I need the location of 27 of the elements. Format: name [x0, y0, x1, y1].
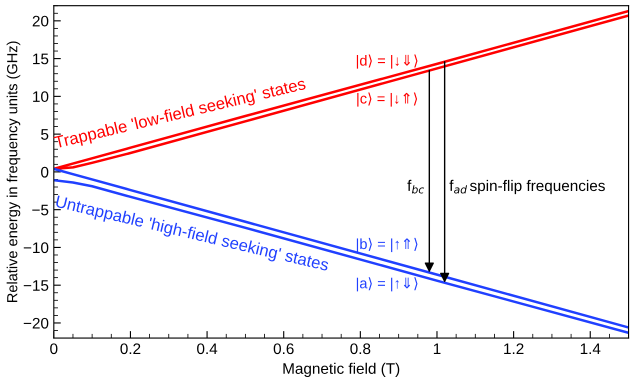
- y-tick-label: 10: [33, 91, 48, 102]
- annotation: spin-flip frequencies: [470, 180, 605, 194]
- y-axis-title: Relative energy in frequency units (GHz): [6, 41, 20, 302]
- series-label: |a⟩ = |↑⇓⟩: [356, 277, 418, 292]
- annotation: f$_{ad}$: [449, 180, 468, 194]
- y-tick-label: 15: [33, 54, 48, 64]
- annotation: f$_{bc}$: [407, 180, 424, 194]
- series-label: |b⟩ = |↑⇑⟩: [356, 238, 418, 252]
- x-tick-label: 1.2: [504, 343, 524, 354]
- x-tick-label: 1: [434, 343, 440, 354]
- y-tick-label: −15: [24, 280, 48, 291]
- y-tick-label: −20: [24, 318, 48, 329]
- series-label: |d⟩ = |↓⇓⟩: [356, 54, 418, 69]
- y-tick-label: −10: [24, 242, 48, 254]
- x-tick-label: 0.6: [274, 343, 294, 354]
- y-tick-label: −5: [32, 204, 48, 216]
- x-tick-label: 0.2: [120, 343, 140, 354]
- x-axis-title: Magnetic field (T): [283, 362, 400, 377]
- y-tick-label: 5: [41, 129, 48, 140]
- x-tick-label: 1.4: [580, 343, 600, 354]
- y-tick-label: 0: [41, 166, 48, 178]
- annotation: Trappable 'low-field seeking' states: [53, 77, 307, 152]
- x-tick-label: 0: [50, 343, 58, 354]
- x-tick-label: 0.4: [197, 343, 218, 354]
- x-tick-label: 0.8: [350, 343, 370, 354]
- y-tick-label: 20: [32, 16, 48, 27]
- series-label: |c⟩ = |↓⇑⟩: [357, 92, 418, 107]
